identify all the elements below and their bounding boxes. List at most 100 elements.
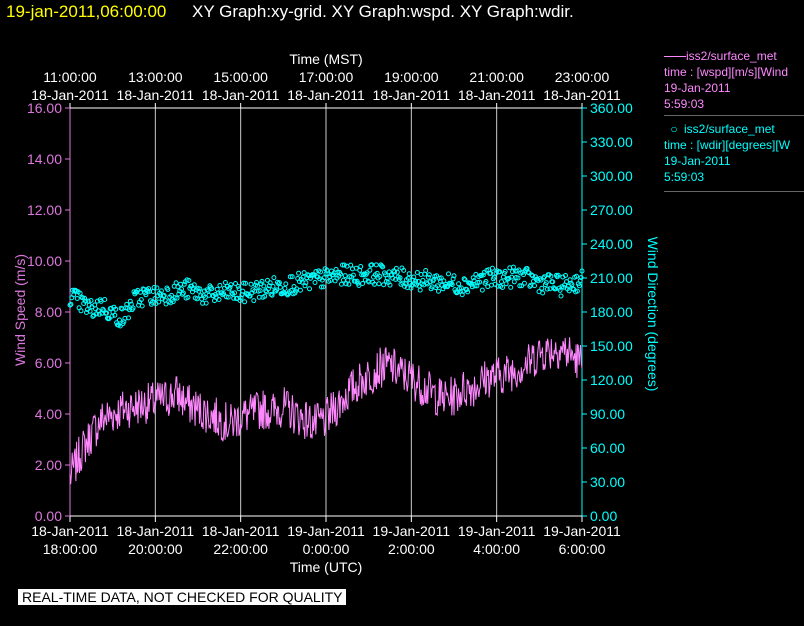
wind-direction-point (127, 298, 133, 304)
wind-direction-point (579, 268, 585, 274)
wind-direction-point (190, 289, 195, 295)
wind-direction-point (235, 283, 241, 289)
wind-direction-point (297, 287, 303, 293)
wind-direction-point (191, 282, 197, 288)
x-tick-label-date: 18-Jan-2011 (31, 523, 109, 539)
wind-direction-point (145, 288, 151, 294)
wind-direction-point (240, 288, 246, 294)
wind-direction-point (374, 270, 380, 276)
wind-direction-point (426, 272, 432, 278)
wind-direction-point (461, 276, 467, 282)
wind-direction-point (126, 315, 131, 321)
wind-direction-point (194, 296, 200, 302)
wind-direction-point (265, 286, 271, 292)
wind-direction-point (214, 286, 220, 292)
left-axis-title: Wind Speed (m/s) (12, 254, 28, 366)
top-tick-label-time: 19:00:00 (384, 69, 439, 85)
wind-direction-point (402, 283, 408, 289)
right-tick-label: 300.00 (590, 168, 633, 184)
wind-direction-point (205, 288, 211, 294)
wind-direction-point (414, 270, 420, 275)
wind-direction-point (225, 294, 231, 300)
wind-direction-point (425, 274, 431, 280)
wind-direction-point (469, 284, 475, 290)
wind-direction-point (139, 303, 145, 309)
wind-direction-point (357, 267, 363, 273)
wind-direction-point (372, 281, 377, 287)
wind-direction-point (236, 286, 242, 292)
wind-direction-point (360, 281, 366, 286)
legend-wdir-time: 5:59:03 (664, 170, 705, 184)
right-tick-label: 150.00 (590, 338, 633, 354)
wind-direction-point (359, 272, 365, 278)
wind-direction-point (500, 285, 505, 290)
wind-direction-point (542, 274, 547, 280)
wind-direction-point (303, 280, 309, 286)
wind-direction-point (377, 274, 383, 279)
wind-direction-point (465, 289, 471, 295)
wind-direction-point (453, 289, 459, 295)
wind-direction-point (302, 283, 308, 289)
wind-direction-point (320, 284, 326, 290)
wind-direction-point (530, 273, 536, 279)
wind-direction-point (116, 317, 122, 323)
wind-direction-point (521, 272, 526, 278)
wind-direction-point (71, 292, 77, 298)
wind-direction-point (243, 280, 248, 286)
left-tick-label: 6.00 (35, 355, 62, 371)
wind-direction-point (227, 284, 233, 290)
wind-direction-point (472, 283, 478, 289)
x-tick-label-time: 20:00:00 (128, 541, 183, 557)
wind-direction-point (248, 281, 254, 287)
top-tick-label-time: 13:00:00 (128, 69, 183, 85)
wind-direction-point (340, 277, 346, 283)
wind-direction-point (517, 283, 523, 289)
wind-direction-point (341, 262, 347, 268)
x-tick-label-time: 4:00:00 (473, 541, 520, 557)
quality-warning: REAL-TIME DATA, NOT CHECKED FOR QUALITY (18, 589, 347, 605)
left-tick-label: 2.00 (35, 457, 62, 473)
wind-direction-point (509, 274, 515, 280)
top-tick-label-date: 18-Jan-2011 (458, 87, 536, 103)
top-tick-label-date: 18-Jan-2011 (543, 87, 621, 103)
wind-direction-point (408, 285, 414, 291)
wind-direction-point (328, 277, 334, 283)
left-tick-label: 10.00 (27, 253, 62, 269)
wind-direction-point (339, 281, 344, 287)
wind-direction-point (415, 278, 421, 284)
legend-wspd-variable: time : [wspd][m/s][Wind (664, 65, 789, 79)
legend-wdir-date: 19-Jan-2011 (664, 154, 731, 168)
wind-direction-point (348, 262, 354, 268)
wind-direction-point (270, 283, 276, 289)
wind-direction-point (301, 270, 307, 276)
top-tick-label-time: 11:00:00 (43, 69, 97, 85)
wind-direction-point (282, 285, 288, 291)
wind-direction-point (462, 277, 468, 283)
legend-wdir[interactable]: ○ iss2/surface_met time : [wdir][degrees]… (664, 121, 804, 185)
wind-direction-point (165, 287, 171, 292)
wind-direction-point (262, 293, 268, 299)
wind-direction-point (269, 292, 275, 298)
wind-direction-point (112, 312, 118, 318)
wind-direction-point (158, 288, 164, 294)
wind-direction-point (221, 291, 227, 297)
wind-direction-point (502, 268, 508, 274)
legend-wspd[interactable]: iss2/surface_met time : [wspd][m/s][Wind… (664, 48, 804, 112)
wind-direction-point (362, 277, 368, 283)
left-tick-label: 4.00 (35, 406, 62, 422)
wind-direction-point (576, 283, 582, 289)
wind-direction-point (446, 271, 451, 277)
wind-direction-point (96, 311, 102, 317)
wind-direction-point (438, 275, 444, 281)
right-tick-label: 360.00 (590, 100, 633, 116)
wind-direction-point (181, 281, 187, 287)
wind-direction-point (578, 275, 584, 281)
wind-direction-point (417, 287, 423, 293)
wind-direction-point (450, 276, 456, 282)
wind-direction-point (515, 275, 521, 281)
wind-direction-point (173, 280, 179, 286)
wind-direction-point (254, 283, 260, 289)
wind-direction-point (146, 286, 152, 292)
wind-direction-point (449, 282, 455, 288)
